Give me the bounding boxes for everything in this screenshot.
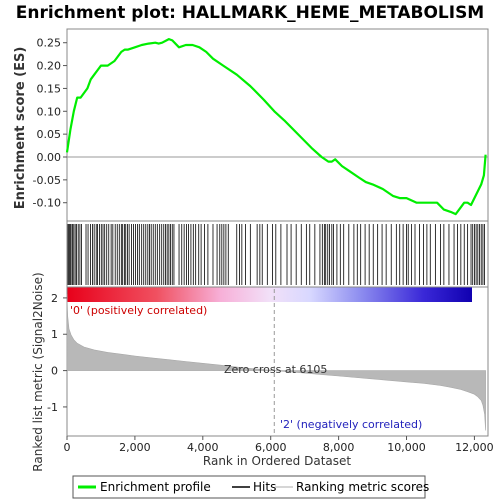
legend-hits-label: Hits	[253, 480, 276, 494]
positive-label: '0' (positively correlated)	[70, 304, 207, 317]
x-axis-title: Rank in Ordered Dataset	[203, 454, 351, 468]
hits-layer	[67, 224, 486, 285]
legend-metric-label: Ranking metric scores	[296, 480, 429, 494]
legend-enrichment-label: Enrichment profile	[100, 480, 211, 494]
hits-panel	[66, 220, 489, 288]
enrichment-profile-line	[65, 37, 487, 216]
x-tick-label: 0	[64, 441, 71, 454]
x-tick-label: 2,000	[119, 441, 151, 454]
es-tick-label: 0.05	[37, 128, 62, 141]
metric-layer	[66, 289, 486, 436]
es-tick-label: 0.00	[37, 151, 62, 164]
x-tick-label: 12,000	[455, 441, 494, 454]
negative-label: '2' (negatively correlated)	[280, 418, 422, 431]
x-tick-label: 6,000	[255, 441, 287, 454]
es-panel	[66, 28, 489, 222]
es-tick-label: -0.05	[33, 174, 61, 187]
metric-tick-label: 0	[51, 365, 58, 378]
chart-title: Enrichment plot: HALLMARK_HEME_METABOLIS…	[16, 3, 484, 23]
es-tick-label: 0.20	[37, 60, 62, 73]
metric-tick-label: -1	[47, 401, 58, 414]
ranked-list-color-bar	[67, 287, 472, 302]
es-tick-label: -0.10	[33, 197, 61, 210]
es-tick-label: 0.15	[37, 82, 62, 95]
es-layer	[65, 37, 488, 216]
x-tick-label: 4,000	[187, 441, 219, 454]
es-axis-title: Enrichment score (ES)	[13, 47, 28, 210]
axes-layer: 0.25 0.20 0.15 0.10 0.05 0.00 -0.05 -0.10 2 1 0 -1 0…	[33, 37, 494, 454]
metric-tick-label: 2	[51, 292, 58, 305]
metric-axis-title: Ranked list metric (Signal2Noise)	[31, 272, 45, 471]
metric-tick-label: 1	[51, 328, 58, 341]
es-tick-label: 0.25	[37, 37, 62, 50]
es-tick-label: 0.10	[37, 105, 62, 118]
legend: Enrichment profile Hits Ranking metric s…	[72, 475, 429, 499]
x-tick-label: 8,000	[323, 441, 355, 454]
zero-cross-label: Zero cross at 6105	[224, 363, 327, 376]
x-tick-label: 10,000	[387, 441, 426, 454]
ranking-metric-area	[66, 294, 486, 431]
